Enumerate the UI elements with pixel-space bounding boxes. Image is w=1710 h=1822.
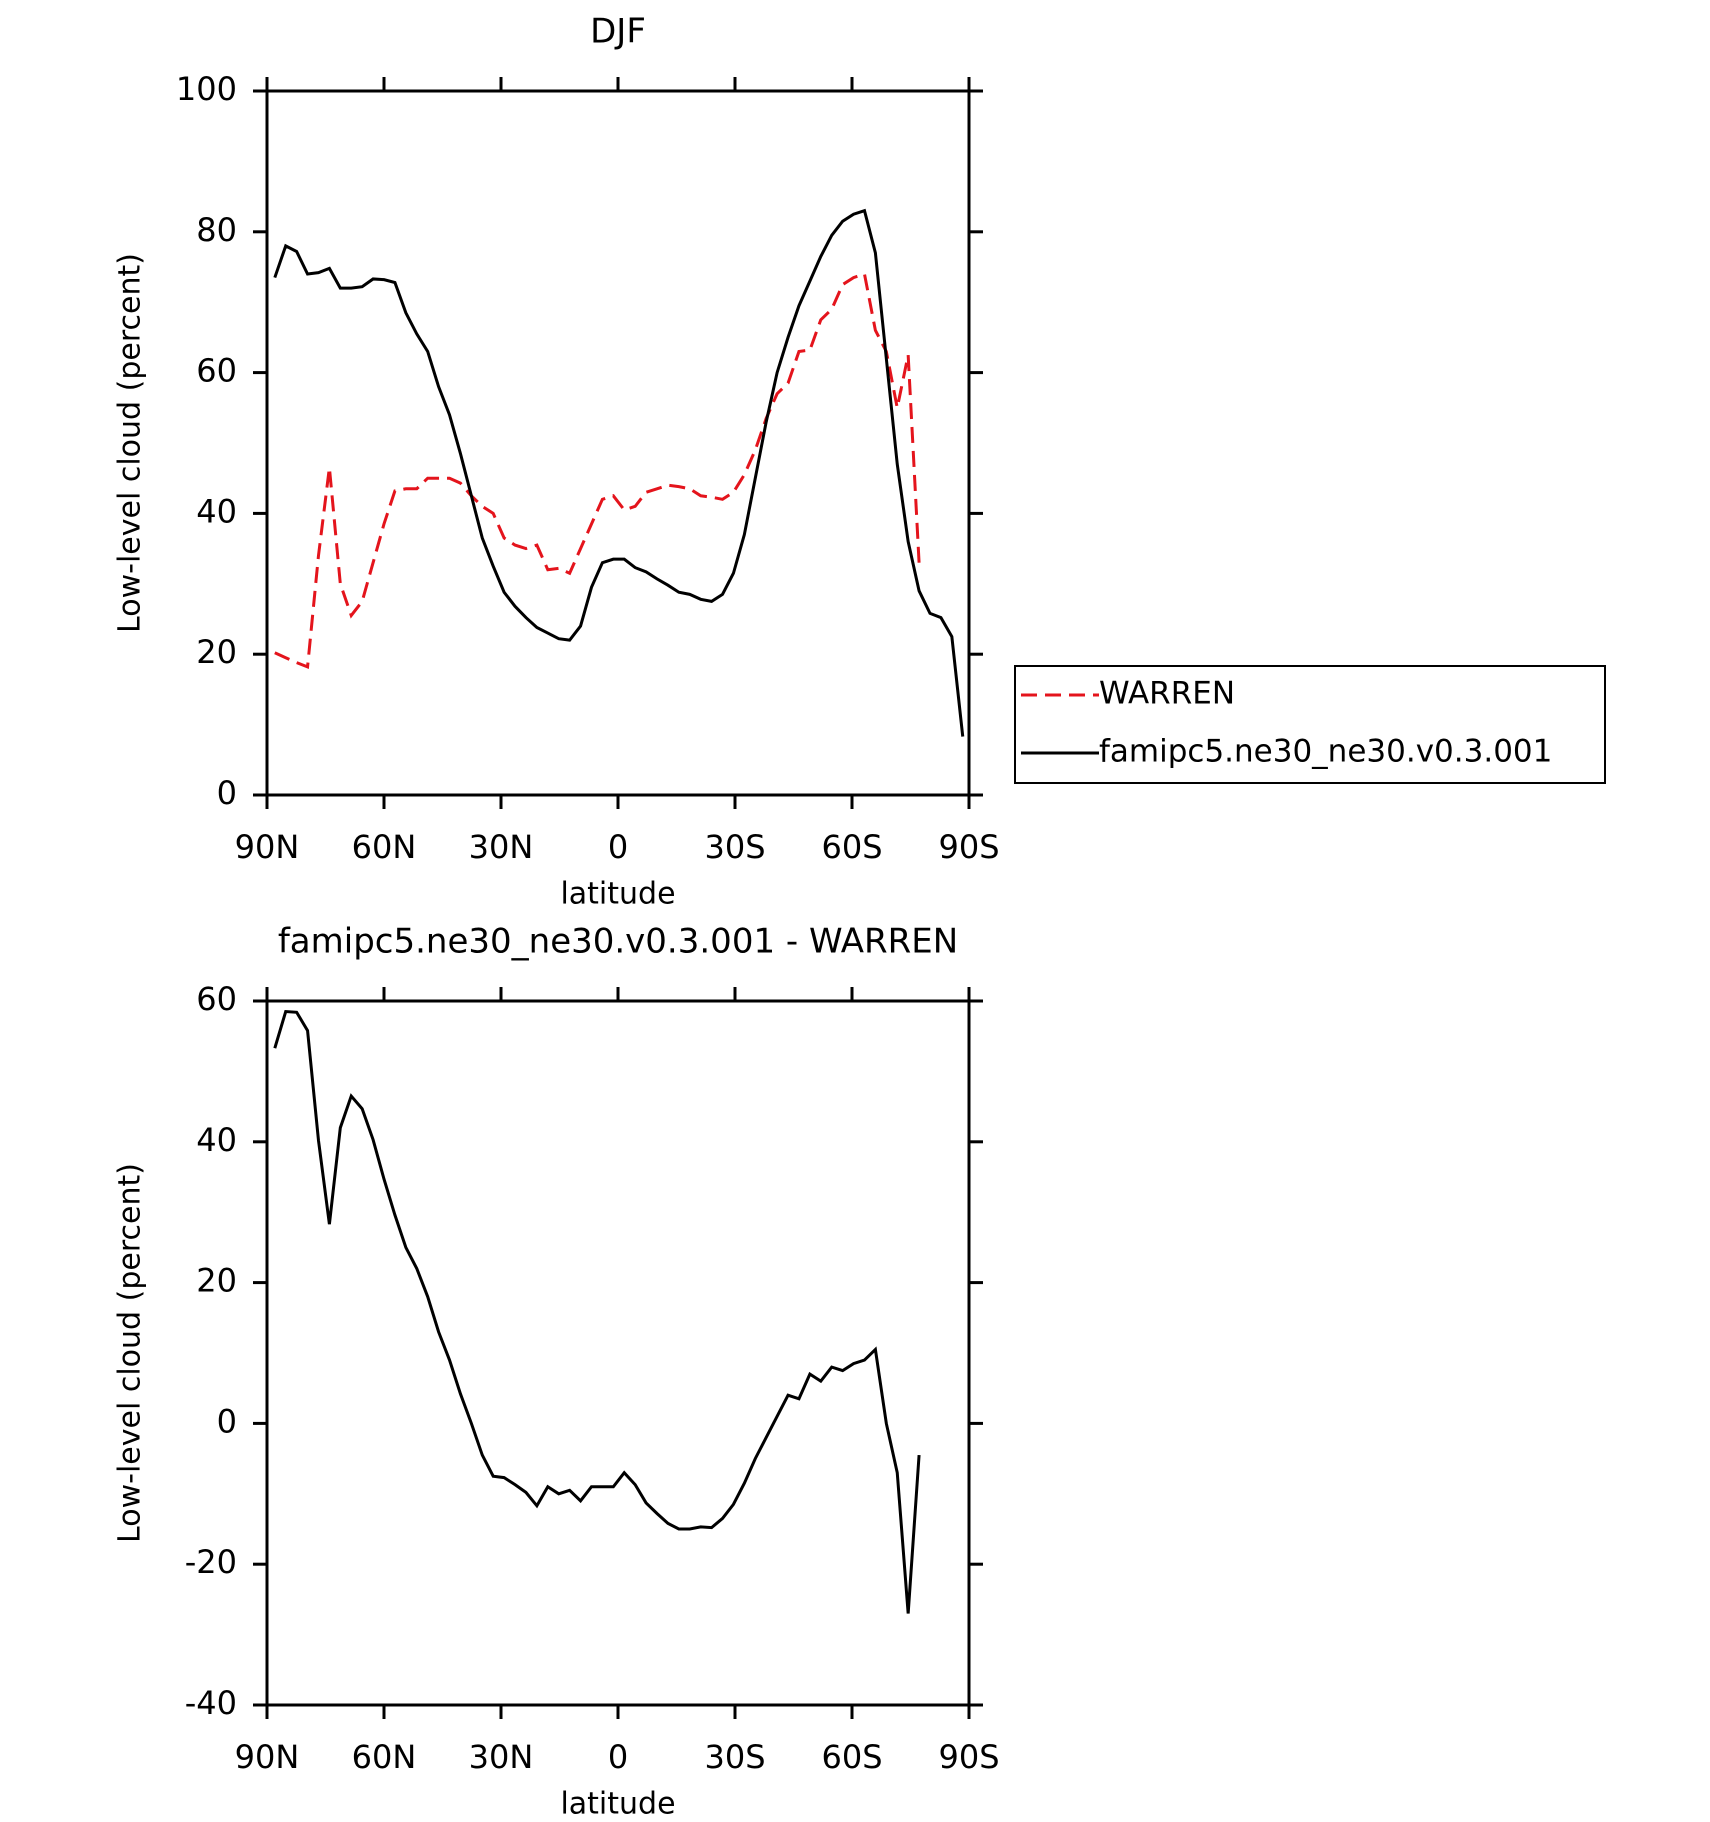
y-tick-label: 40 xyxy=(196,492,237,530)
y-axis-label: Low-level cloud (percent) xyxy=(113,253,148,633)
x-tick-label: 90S xyxy=(938,828,999,866)
x-tick-label: 30N xyxy=(469,828,534,866)
x-tick-label: 90N xyxy=(235,1738,300,1776)
plot-frame xyxy=(265,89,971,797)
x-tick-label: 60S xyxy=(821,828,882,866)
y-tick-label: 100 xyxy=(176,70,237,108)
y-tick-label: -40 xyxy=(185,1684,237,1722)
y-tick-label: 0 xyxy=(217,1402,237,1440)
y-tick-label: 20 xyxy=(196,1262,237,1300)
legend-box xyxy=(1014,665,1606,784)
data-line xyxy=(273,208,965,737)
legend-label: WARREN xyxy=(1099,676,1235,712)
x-tick-label: 0 xyxy=(608,1738,628,1776)
y-tick-label: 60 xyxy=(196,352,237,390)
x-tick-label: 30S xyxy=(704,828,765,866)
x-tick-label: 0 xyxy=(608,828,628,866)
x-tick-label: 90N xyxy=(235,828,300,866)
x-axis-label: latitude xyxy=(560,877,675,912)
data-line xyxy=(274,272,921,669)
y-tick-label: 80 xyxy=(196,211,237,249)
y-tick-label: -20 xyxy=(185,1543,237,1581)
y-tick-label: 60 xyxy=(196,980,237,1018)
data-line xyxy=(273,1009,921,1614)
y-tick-label: 40 xyxy=(196,1121,237,1159)
x-tick-label: 60S xyxy=(821,1738,882,1776)
x-tick-label: 30S xyxy=(704,1738,765,1776)
legend-label: famipc5.ne30_ne30.v0.3.001 xyxy=(1099,734,1552,770)
x-tick-label: 90S xyxy=(938,1738,999,1776)
x-tick-label: 60N xyxy=(352,1738,417,1776)
x-tick-label: 30N xyxy=(469,1738,534,1776)
y-tick-label: 0 xyxy=(217,774,237,812)
y-axis-label: Low-level cloud (percent) xyxy=(113,1163,148,1543)
x-tick-label: 60N xyxy=(352,828,417,866)
plot-frame xyxy=(265,999,971,1707)
x-axis-label: latitude xyxy=(560,1787,675,1822)
y-tick-label: 20 xyxy=(196,633,237,671)
chart-title: famipc5.ne30_ne30.v0.3.001 - WARREN xyxy=(278,922,958,962)
chart-title: DJF xyxy=(590,12,646,52)
